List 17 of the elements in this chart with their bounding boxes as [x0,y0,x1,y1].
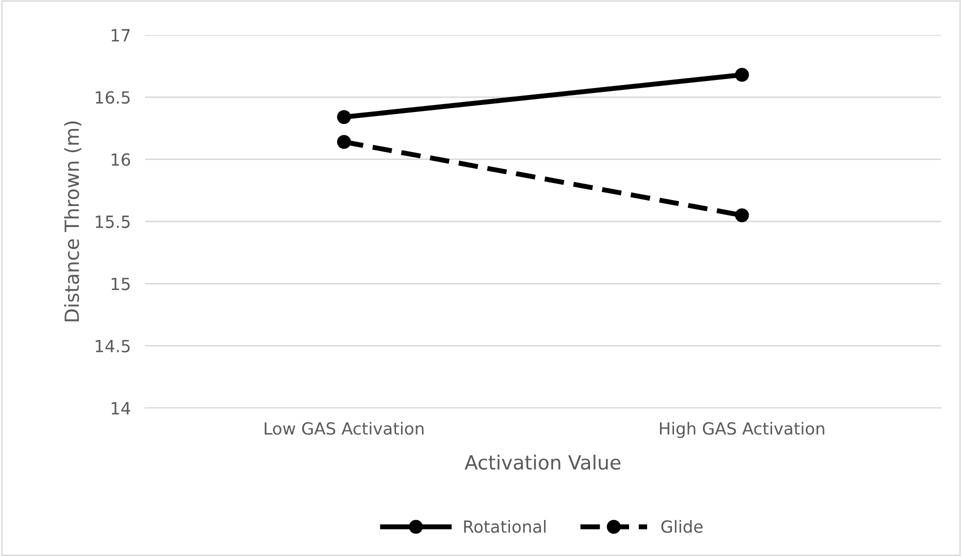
legend-label: Glide [661,520,703,533]
x-tick-label: High GAS Activation [660,422,824,438]
y-tick-label: 14 [112,402,130,414]
y-tick-label: 17 [112,29,130,42]
y-tick-label: 15.5 [96,216,130,228]
point [735,208,749,222]
point [735,68,749,82]
x-tick-label: Low GAS Activation [264,422,424,435]
point [337,110,351,124]
y-tick-label: 14.5 [96,340,130,352]
y-tick-label: 15 [112,278,130,290]
y-tick-label: 16.5 [96,91,130,104]
y-axis-title: Distance Thrown (m) [64,121,82,322]
y-tick-label: 16 [112,153,130,166]
point [337,134,351,149]
x-axis-title: Activation Value [464,454,620,470]
legend-label: Rotational [464,520,546,533]
